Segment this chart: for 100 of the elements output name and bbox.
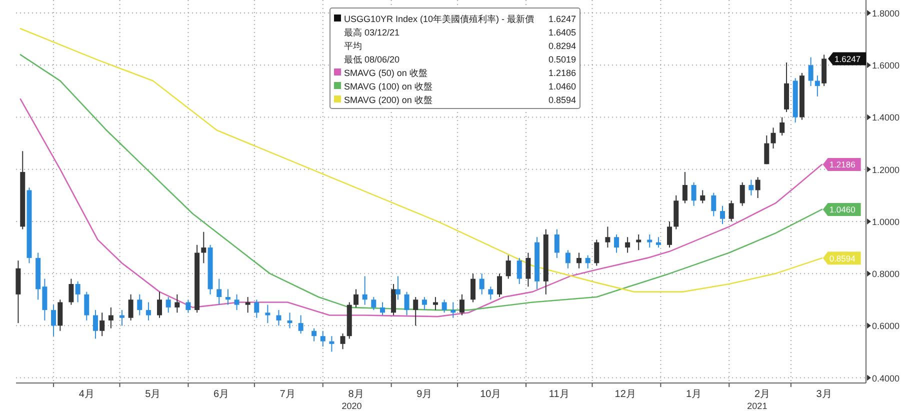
legend-title: USGG10YR Index (10年美國債殖利率) - 最新價 [344, 14, 534, 24]
candlestick [391, 283, 396, 316]
candlestick [174, 294, 180, 314]
candlestick [488, 286, 494, 300]
candlestick [265, 304, 270, 324]
data-label: 1.0460 [829, 204, 856, 215]
candlestick [764, 134, 770, 165]
candlestick [682, 171, 688, 204]
x-tick-label: 7月 [280, 389, 296, 400]
candlestick [216, 278, 222, 306]
candlestick [362, 276, 368, 306]
candlestick [287, 312, 292, 329]
candlestick [605, 226, 610, 248]
x-tick-label: 6月 [214, 389, 230, 400]
candlestick [234, 294, 240, 311]
candlestick [728, 200, 734, 222]
candlestick [506, 254, 511, 280]
candlestick [404, 291, 410, 316]
candlestick [51, 304, 56, 337]
candlestick [254, 299, 260, 318]
candlestick [108, 306, 114, 329]
candlestick [432, 296, 438, 311]
candlestick [711, 192, 716, 217]
candlestick [92, 310, 98, 340]
y-tick-label: 0.8000 [872, 269, 900, 280]
y-tick-label: 1.4000 [872, 112, 900, 123]
candlestick [450, 302, 456, 318]
candlestick [565, 250, 570, 269]
candlestick [647, 234, 652, 248]
candlestick [700, 190, 706, 204]
candlestick [442, 299, 447, 314]
candlestick [780, 116, 785, 136]
y-tick-label: 1.6000 [872, 60, 900, 71]
candlestick [157, 291, 162, 318]
candlestick [380, 302, 385, 316]
text: 2020 [342, 401, 362, 411]
candlestick [667, 220, 672, 248]
candlestick [691, 182, 696, 206]
candlestick [312, 328, 317, 342]
text: 1.2186 [548, 68, 576, 78]
candlestick [276, 310, 282, 326]
x-tick-label: 9月 [416, 389, 432, 400]
text: 1.6247 [548, 14, 576, 24]
candlestick [298, 314, 304, 334]
candlestick [585, 254, 590, 269]
candlestick [526, 252, 531, 288]
x-tick-label: 12月 [614, 389, 636, 400]
text: 2021 [747, 401, 768, 411]
candlestick [413, 296, 418, 326]
candlestick [656, 236, 661, 248]
x-tick-label: 10月 [480, 389, 502, 400]
candlestick [814, 75, 820, 97]
legend-label: SMAVG (100) on 收盤 [344, 82, 432, 92]
candlestick [100, 312, 105, 337]
candlestick [68, 278, 74, 306]
x-tick-label: 4月 [78, 389, 94, 400]
text: 最高 03/12/21 1.6405 [344, 28, 576, 38]
candlestick [614, 234, 620, 254]
candlestick [320, 330, 326, 348]
x-tick-label: 1月 [686, 389, 702, 400]
candlestick [137, 294, 142, 316]
candlestick [119, 310, 124, 326]
candlestick [594, 239, 600, 266]
candlestick [554, 228, 560, 258]
candlestick [755, 176, 760, 199]
x-tick-label: 2月 [754, 389, 770, 400]
candlestick [748, 179, 754, 196]
candlestick [516, 257, 522, 284]
candlestick [354, 288, 358, 308]
candlestick [201, 231, 206, 264]
text: 平均 0.8294 [344, 41, 576, 51]
y-tick-label: 1.8000 [872, 8, 900, 19]
candlestick [576, 252, 582, 269]
y-tick-label: 0.4000 [872, 373, 900, 384]
legend-label: SMAVG (200) on 收盤 [344, 95, 432, 105]
candlestick [422, 296, 427, 311]
data-label: 1.2186 [829, 160, 856, 170]
legend-label: SMAVG (50) on 收盤 [344, 68, 428, 78]
candlestick [245, 296, 250, 314]
text: 最低 08/06/20 0.5019 [344, 54, 576, 64]
candlestick [128, 294, 134, 321]
text: 1.6247 [834, 54, 861, 64]
candlestick [479, 273, 484, 295]
candlestick [166, 296, 171, 314]
candlestick [84, 291, 90, 321]
candlestick [371, 296, 376, 311]
candlestick [625, 236, 630, 254]
y-tick-label: 1.0000 [872, 216, 900, 227]
candlestick [459, 294, 464, 316]
data-label: 0.8594 [829, 253, 856, 264]
candlestick [497, 273, 502, 298]
candlestick [470, 273, 476, 303]
candlestick [740, 182, 745, 206]
candlestick [329, 336, 334, 352]
candlestick [720, 205, 725, 225]
y-tick-label: 1.2000 [872, 164, 900, 175]
candlestick [75, 280, 80, 303]
text: 1.0460 [548, 82, 576, 92]
x-tick-label: 3月 [816, 389, 832, 400]
x-tick-label: 8月 [348, 389, 364, 400]
